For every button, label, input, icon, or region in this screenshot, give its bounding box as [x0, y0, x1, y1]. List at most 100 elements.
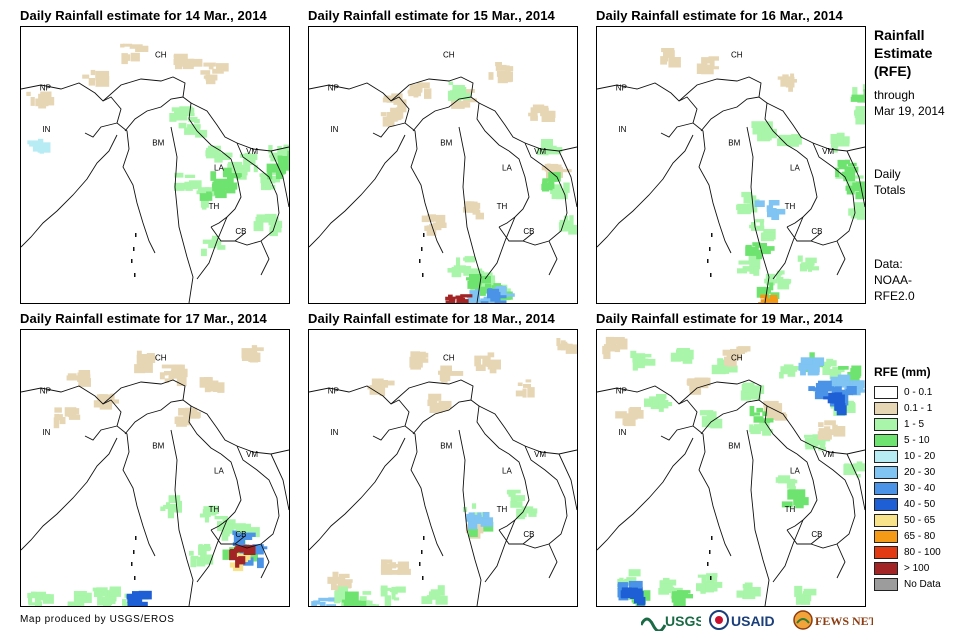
border-line [390, 76, 474, 102]
island [710, 576, 712, 580]
usaid-text: USAID [731, 613, 775, 629]
rain-patch [327, 571, 353, 592]
country-label-cb: CB [235, 530, 246, 539]
map-frame: CH NP IN BM LA VM TH CB [596, 26, 866, 304]
rainfall-map: CH NP IN BM LA VM TH CB [597, 336, 865, 606]
map-frame: CH NP IN BM LA VM TH CB [308, 26, 578, 304]
country-label-ch: CH [731, 50, 743, 59]
country-label-la: LA [214, 467, 224, 476]
rain-patch [506, 489, 525, 508]
border-line [678, 379, 762, 405]
rainfall-map: CH NP IN BM LA VM TH CB [21, 43, 289, 303]
border-line [498, 529, 534, 545]
island [134, 576, 136, 580]
rain-patch [558, 215, 577, 235]
rain-patch [777, 134, 802, 147]
island [711, 233, 713, 237]
border-line [484, 216, 516, 280]
country-label-vm: VM [534, 450, 546, 459]
legend-swatch [874, 481, 898, 495]
border-line [190, 405, 289, 455]
rain-patch [838, 365, 862, 384]
border-line [836, 240, 846, 276]
rain-patch [463, 201, 484, 220]
country-label-cb: CB [235, 227, 246, 236]
legend-item: 65 - 80 [874, 528, 941, 544]
island [421, 247, 423, 251]
border-line [786, 453, 818, 531]
border-line [522, 445, 568, 549]
rain-patch [541, 172, 561, 192]
border-line [772, 216, 804, 280]
border-line [846, 453, 865, 511]
island [422, 273, 424, 277]
usaid-seal-icon: USAID [709, 610, 775, 630]
island [709, 247, 711, 251]
legend-label: 10 - 20 [904, 450, 936, 462]
border-line [309, 385, 444, 557]
rain-patch [380, 107, 407, 127]
rain-patch [120, 43, 149, 65]
legend-item: 40 - 50 [874, 496, 941, 512]
border-line [766, 405, 865, 455]
legend-item: 30 - 40 [874, 480, 941, 496]
rain-patch [798, 357, 825, 376]
panel-title: Daily Rainfall estimate for 18 Mar., 201… [308, 311, 555, 326]
legend-label: 1 - 5 [904, 418, 925, 430]
border-line [84, 122, 118, 138]
rain-patch [311, 597, 337, 606]
country-label-la: LA [790, 467, 800, 476]
border-line [190, 102, 289, 152]
border-line [522, 142, 568, 246]
border-line [372, 122, 406, 138]
rain-patch [850, 89, 865, 103]
border-line [309, 82, 444, 254]
country-label-np: NP [328, 84, 339, 93]
country-label-in: IN [330, 125, 338, 134]
panel-title: Daily Rainfall estimate for 14 Mar., 201… [20, 8, 267, 23]
map-frame: CH NP IN BM LA VM TH CB [308, 329, 578, 607]
rain-patch [82, 69, 110, 87]
rain-patch [835, 159, 859, 182]
legend-swatch [874, 545, 898, 559]
border-line [458, 429, 482, 606]
border-line [270, 453, 289, 511]
country-label-th: TH [785, 505, 796, 514]
rain-patch [199, 505, 228, 523]
daily-line: Totals [874, 183, 906, 197]
rain-patch [515, 379, 535, 398]
daily-line: Daily [874, 167, 901, 181]
border-line [597, 437, 694, 551]
rain-patch [823, 392, 847, 416]
border-line [558, 453, 577, 511]
island [134, 273, 136, 277]
legend-swatch [874, 497, 898, 511]
panel-title: Daily Rainfall estimate for 15 Mar., 201… [308, 8, 555, 23]
rain-patch [488, 62, 514, 84]
island [707, 562, 709, 566]
rain-patch [777, 73, 797, 92]
rain-patch [670, 348, 694, 364]
island [421, 550, 423, 554]
country-label-np: NP [40, 387, 51, 396]
rain-patch [699, 410, 723, 429]
rain-patch [749, 219, 776, 242]
rain-patch [380, 559, 411, 575]
border-line [102, 379, 186, 405]
rain-patch [53, 407, 81, 429]
border-line [678, 76, 762, 102]
legend-item: 0 - 0.1 [874, 384, 941, 400]
logo-bar: USGS USAID FEWS NET [641, 609, 881, 631]
usgs-wave-icon: USGS [641, 613, 701, 631]
border-line [309, 134, 406, 248]
border-line [772, 519, 804, 583]
legend-label: 0.1 - 1 [904, 402, 933, 414]
island [135, 536, 137, 540]
legend-swatch [874, 577, 898, 591]
rain-patch [843, 461, 865, 478]
rain-patch [201, 235, 226, 257]
usaid-logo: USAID [709, 609, 785, 631]
panel-title: Daily Rainfall estimate for 17 Mar., 201… [20, 311, 267, 326]
rain-patch [253, 213, 283, 237]
island [709, 550, 711, 554]
